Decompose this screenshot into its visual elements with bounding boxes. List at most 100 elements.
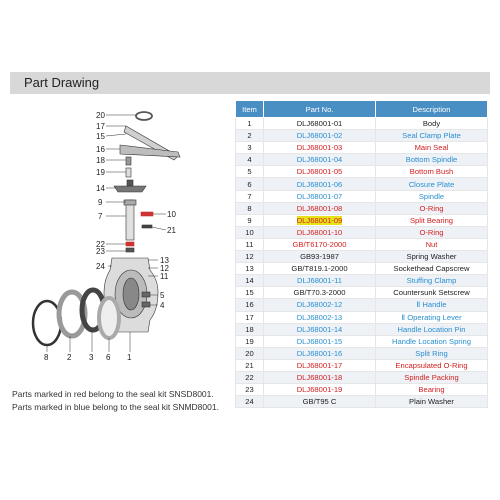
description-cell: Plain Washer (375, 395, 488, 409)
label-5: 5 (160, 291, 165, 300)
table-row: 14 DLJ68001-11 Stuffing Clamp (235, 274, 488, 288)
description-cell: Ⅱ Handle (375, 298, 488, 312)
item-cell: 13 (235, 262, 264, 276)
header-item: Item (235, 100, 264, 118)
description-cell: Nut (375, 237, 488, 252)
spindle-part (125, 199, 135, 241)
description-cell: Spring Washer (375, 250, 488, 264)
part-no-cell: DLJ68002-13 (263, 310, 376, 324)
label-2: 2 (67, 353, 72, 362)
label-13: 13 (160, 256, 169, 265)
label-23: 23 (96, 247, 105, 256)
part-no-cell: DLJ68001-06 (263, 177, 376, 191)
label-21: 21 (167, 226, 176, 235)
table-row: 10 DLJ68001-10 O-Ring (235, 225, 488, 239)
item-cell: 5 (235, 165, 264, 179)
table-row: 6 DLJ68001-06 Closure Plate (235, 177, 488, 191)
part-no-cell: DLJ68001-08 (263, 201, 376, 215)
description-cell: Encapsulated O-Ring (375, 358, 488, 372)
item-cell: 10 (235, 225, 264, 239)
part-no-cell: GB/T6170-2000 (263, 237, 376, 252)
highlighted-part-no: DLJ68001-09 (296, 215, 343, 225)
item-cell: 15 (235, 286, 264, 300)
exploded-part-drawing: 20 17 15 16 18 19 14 9 7 10 21 22 23 24 … (31, 111, 181, 362)
item-cell: 18 (235, 322, 264, 336)
part-no-cell: DLJ68001-16 (263, 346, 376, 360)
item-cell: 11 (235, 237, 264, 252)
part-no-cell: DLJ68001-18 (263, 370, 376, 385)
description-cell: Handle Location Pin (375, 322, 488, 336)
item-cell: 8 (235, 201, 264, 215)
part-no-cell: DLJ68001-02 (263, 129, 376, 143)
part-no-cell: GB/T70.3-2000 (263, 286, 376, 300)
table-row: 9 DLJ68001-09 Split Bearing (235, 213, 488, 227)
section-header: Part Drawing (10, 72, 490, 94)
label-19: 19 (96, 168, 105, 177)
description-cell: Main Seal (375, 141, 488, 155)
part-no-cell: GB93-1987 (263, 250, 376, 264)
table-row: 21 DLJ68001-17 Encapsulated O-Ring (235, 358, 488, 372)
item-cell: 12 (235, 250, 264, 264)
table-row: 15 GB/T70.3-2000 Countersunk Setscrew (235, 286, 488, 300)
part-no-cell: DLJ68001-11 (263, 274, 376, 288)
label-22: 22 (96, 240, 105, 249)
closure-plate-part (97, 296, 121, 340)
table-row: 18 DLJ68001-14 Handle Location Pin (235, 322, 488, 336)
description-cell: Bottom Bush (375, 165, 488, 179)
label-18: 18 (96, 156, 105, 165)
item-cell: 21 (235, 358, 264, 372)
label-15: 15 (96, 132, 105, 141)
table-row: 8 DLJ68001-08 O-Ring (235, 201, 488, 215)
item-cell: 7 (235, 189, 264, 203)
label-8: 8 (44, 353, 49, 362)
part-no-cell: DLJ68001-07 (263, 189, 376, 203)
description-cell: Bottom Spindle (375, 153, 488, 167)
item-cell: 17 (235, 310, 264, 324)
description-cell: Countersunk Setscrew (375, 286, 488, 300)
description-cell: Seal Clamp Plate (375, 129, 488, 143)
table-row: 4 DLJ68001-04 Bottom Spindle (235, 153, 488, 167)
table-row: 3 DLJ68001-03 Main Seal (235, 141, 488, 155)
description-cell: Stuffing Clamp (375, 274, 488, 288)
table-row: 24 GB/T95 C Plain Washer (235, 395, 488, 409)
label-6: 6 (106, 353, 111, 362)
table-row: 20 DLJ68001-16 Split Ring (235, 346, 488, 360)
part-no-cell: DLJ68001-09 (263, 213, 376, 227)
part-no-cell: DLJ68001-15 (263, 334, 376, 348)
handle-part (119, 144, 181, 158)
item-cell: 9 (235, 213, 264, 227)
description-cell: Bearing (375, 383, 488, 397)
label-16: 16 (96, 145, 105, 154)
label-10: 10 (167, 210, 176, 219)
table-row: 13 GB/T819.1-2000 Sockethead Capscrew (235, 262, 488, 276)
location-pin-part (125, 156, 132, 166)
part-no-cell: DLJ68001-01 (263, 116, 376, 131)
description-cell: Handle Location Spring (375, 334, 488, 348)
description-cell: Spindle (375, 189, 488, 203)
description-cell: Split Bearing (375, 213, 488, 227)
section-title: Part Drawing (24, 75, 100, 90)
table-row: 12 GB93-1987 Spring Washer (235, 250, 488, 264)
table-row: 7 DLJ68001-07 Spindle (235, 189, 488, 203)
parts-table: Item Part No. Description 1 DLJ68001-01 Bo… (235, 100, 488, 409)
table-row: 23 DLJ68001-19 Bearing (235, 383, 488, 397)
table-row: 1 DLJ68001-01 Body (235, 116, 488, 131)
label-1: 1 (127, 353, 132, 362)
item-cell: 23 (235, 383, 264, 397)
part-no-cell: DLJ68001-05 (263, 165, 376, 179)
description-cell: Spindle Packing (375, 370, 488, 385)
part-no-cell: DLJ68001-14 (263, 322, 376, 336)
item-cell: 6 (235, 177, 264, 191)
split-ring-part (135, 111, 153, 121)
seal-clamp-plate-part (56, 289, 88, 339)
label-9: 9 (98, 198, 103, 207)
table-row: 5 DLJ68001-05 Bottom Bush (235, 165, 488, 179)
description-cell: O-Ring (375, 225, 488, 239)
label-20: 20 (96, 111, 105, 120)
table-row: 2 DLJ68001-02 Seal Clamp Plate (235, 129, 488, 143)
seal-kit-note-blue: Parts marked in blue belong to the seal … (12, 402, 219, 412)
label-17: 17 (96, 122, 105, 131)
header-part-no: Part No. (263, 100, 376, 118)
part-no-cell: DLJ68001-03 (263, 141, 376, 155)
description-cell: Ⅱ Operating Lever (375, 310, 488, 324)
